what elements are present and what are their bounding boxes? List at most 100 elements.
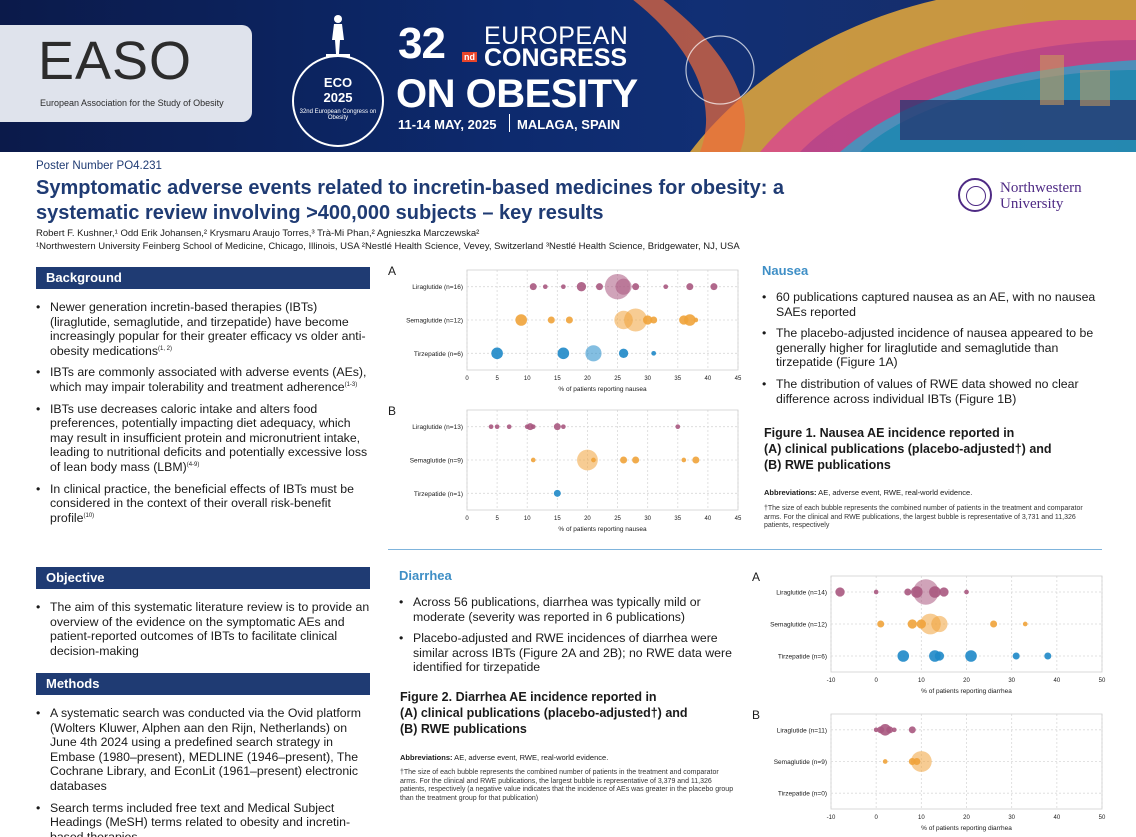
data-bubble <box>990 620 998 628</box>
tick-label: 20 <box>584 516 591 522</box>
data-bubble <box>553 489 561 497</box>
banner-artwork <box>633 0 1136 152</box>
data-bubble <box>684 314 696 326</box>
tick-label: 35 <box>674 516 681 522</box>
data-bubble <box>835 587 845 597</box>
panel-letter: A <box>752 570 760 584</box>
figure1-title-line: (B) RWE publications <box>764 458 891 472</box>
tick-label: 10 <box>918 815 925 821</box>
affiliations: ¹Northwestern University Feinberg School… <box>36 241 740 252</box>
category-label: Tirzepatide (n=6) <box>778 654 827 661</box>
category-label: Liraglutide (n=14) <box>776 590 827 597</box>
data-bubble <box>643 315 653 325</box>
data-bubble <box>675 424 681 430</box>
data-bubble <box>1022 621 1028 627</box>
tick-label: 0 <box>465 516 469 522</box>
background-item: In clinical practice, the beneficial eff… <box>36 482 374 526</box>
eco-2025-badge: ECO 2025 32nd European Congress on Obesi… <box>292 55 384 147</box>
data-bubble <box>585 345 602 362</box>
congress-number: 32 <box>398 19 446 68</box>
data-bubble <box>693 317 699 323</box>
background-list: Newer generation incretin-based therapie… <box>36 300 374 532</box>
university-name-line2: University <box>1000 196 1064 212</box>
data-bubble <box>710 283 718 291</box>
data-bubble <box>515 314 527 326</box>
background-item: Newer generation incretin-based therapie… <box>36 300 374 358</box>
background-heading: Background <box>36 267 370 289</box>
data-bubble <box>651 350 657 356</box>
figure2-footnote: †The size of each bubble represents the … <box>400 769 734 802</box>
tick-label: 45 <box>735 516 742 522</box>
category-label: Semaglutide (n=12) <box>406 318 463 325</box>
data-bubble <box>891 727 897 733</box>
data-bubble <box>576 282 587 292</box>
poster-number: Poster Number PO4.231 <box>36 160 162 172</box>
x-axis-label: % of patients reporting nausea <box>558 386 647 393</box>
eco-label: ECO <box>323 75 353 90</box>
data-bubble <box>494 424 500 430</box>
nausea-list: 60 publications captured nausea as an AE… <box>762 290 1100 413</box>
methods-list: A systematic search was conducted via th… <box>36 706 374 837</box>
data-bubble <box>553 423 561 431</box>
data-bubble <box>561 284 566 290</box>
section-divider <box>388 549 1102 550</box>
data-bubble <box>686 283 694 291</box>
data-bubble <box>873 589 879 595</box>
data-bubble <box>650 316 658 324</box>
data-bubble <box>530 424 536 430</box>
data-bubble <box>565 316 573 324</box>
data-bubble <box>618 348 629 358</box>
data-bubble <box>529 283 537 291</box>
tick-label: 10 <box>524 376 531 382</box>
diarrhea-item: Across 56 publications, diarrhea was typ… <box>399 595 737 624</box>
tick-label: 40 <box>705 516 712 522</box>
category-label: Semaglutide (n=9) <box>410 458 463 465</box>
objective-heading: Objective <box>36 567 370 589</box>
eco-caption: 32nd European Congress on Obesity <box>299 109 377 121</box>
tick-label: 35 <box>674 376 681 382</box>
tick-label: 50 <box>1099 815 1106 821</box>
data-bubble <box>877 620 885 628</box>
x-axis-label: % of patients reporting diarrhea <box>921 688 1012 695</box>
data-bubble <box>591 457 596 463</box>
data-bubble <box>897 650 910 662</box>
congress-obesity: ON OBESITY <box>396 72 638 116</box>
data-bubble <box>681 457 687 463</box>
tick-label: 30 <box>644 376 651 382</box>
data-bubble <box>908 726 916 734</box>
data-bubble <box>886 726 894 734</box>
easo-subtitle: European Association for the Study of Ob… <box>40 98 224 108</box>
methods-item: A systematic search was conducted via th… <box>36 706 374 794</box>
figure2a-diarrhea-clinical-chart: A Liraglutide (n=14) Semaglutide (n=12) Tir… <box>752 570 1106 695</box>
figure2-title: Figure 2. Diarrhea AE incidence reported… <box>400 689 688 737</box>
figure1-abbreviations: Abbreviations: AE, adverse event, RWE, r… <box>764 488 973 497</box>
tick-label: -10 <box>827 678 836 684</box>
category-label: Tirzepatide (n=0) <box>778 791 827 798</box>
data-bubble <box>1012 652 1020 660</box>
congress-place: MALAGA, SPAIN <box>517 117 621 132</box>
data-bubble <box>934 651 945 661</box>
tick-label: 20 <box>584 376 591 382</box>
congress-dates: 11-14 MAY, 2025 <box>398 117 497 132</box>
university-seal-icon <box>958 178 992 212</box>
tick-label: 10 <box>918 678 925 684</box>
eco-year: 2025 <box>323 90 353 105</box>
congress-european: EUROPEAN <box>484 22 629 50</box>
objective-item: The aim of this systematic literature re… <box>36 600 374 658</box>
congress-ordinal: nd <box>462 52 477 62</box>
nausea-item: 60 publications captured nausea as an AE… <box>762 290 1100 319</box>
panel-letter: A <box>388 264 396 278</box>
tick-label: 10 <box>524 516 531 522</box>
tick-label: 25 <box>614 376 621 382</box>
data-bubble <box>547 316 555 324</box>
data-bubble <box>663 284 669 290</box>
nausea-heading: Nausea <box>762 263 809 278</box>
background-item: IBTs are commonly associated with advers… <box>36 365 374 394</box>
data-bubble <box>882 759 888 764</box>
data-bubble <box>530 457 536 463</box>
data-bubble <box>873 727 879 733</box>
data-bubble <box>910 751 932 772</box>
methods-heading: Methods <box>36 673 370 695</box>
congress-congress: CONGRESS <box>484 44 628 72</box>
figure2-title-line: Figure 2. Diarrhea AE incidence reported… <box>400 690 657 704</box>
